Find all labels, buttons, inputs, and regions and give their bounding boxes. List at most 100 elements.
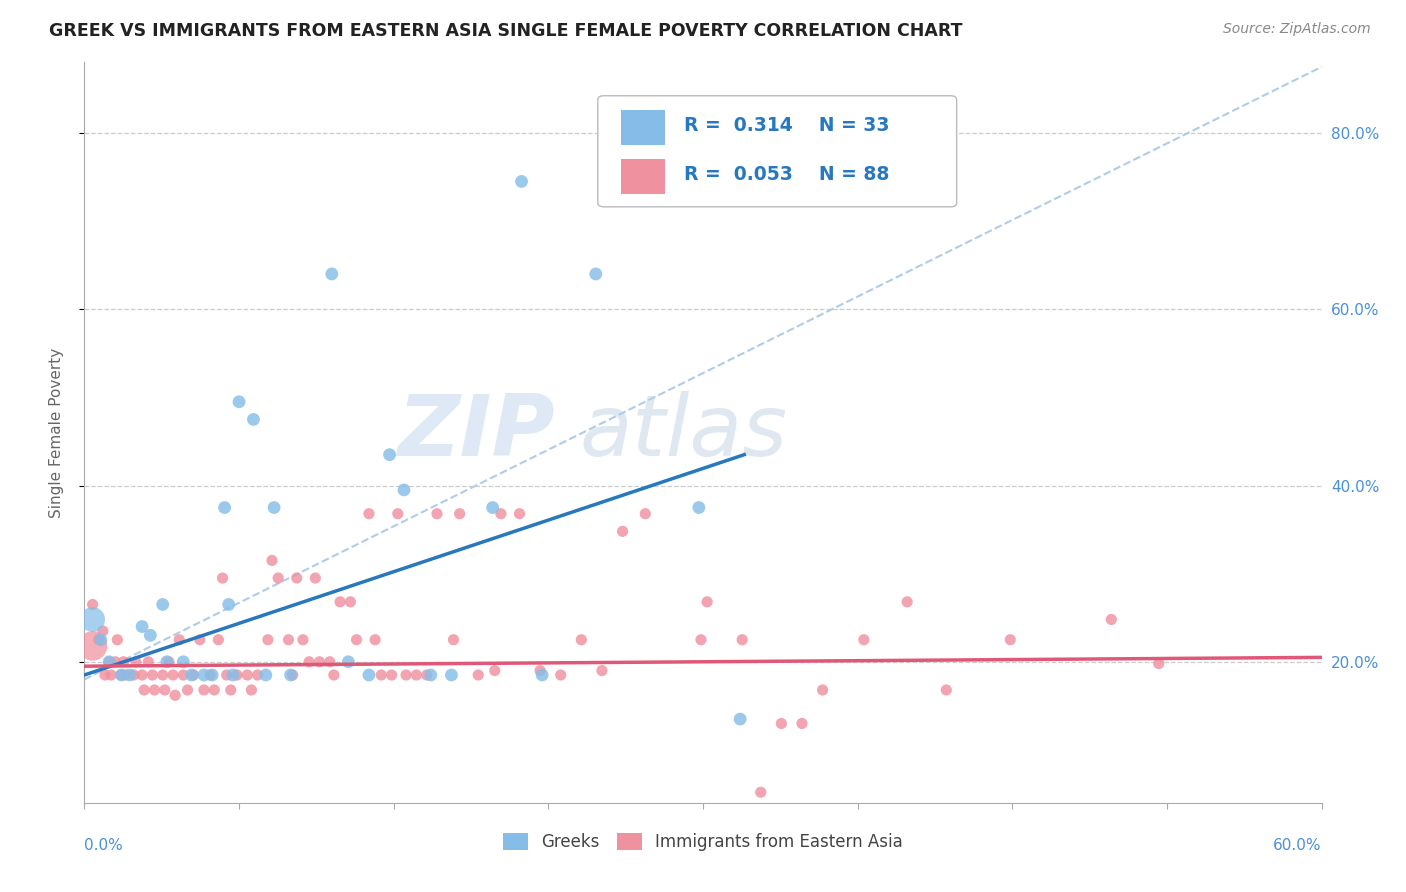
Point [731,632,754,647]
Point [415,668,437,682]
Point [105,632,128,647]
Point [156,655,179,669]
Point [257,632,280,647]
Point [125,655,148,669]
Point [228,394,250,409]
Point [322,668,344,682]
Point [790,716,813,731]
Point [118,668,141,682]
Point [378,448,401,462]
Point [214,500,236,515]
Point [634,507,657,521]
Point [395,668,418,682]
Point [82,598,104,612]
Text: ZIP: ZIP [396,391,554,475]
Point [222,668,245,682]
Point [339,595,361,609]
Point [419,668,441,682]
Point [176,683,198,698]
Point [98,655,121,669]
Point [277,632,299,647]
Point [896,595,918,609]
Text: 60.0%: 60.0% [1274,838,1322,853]
Point [94,668,117,682]
Point [260,553,283,567]
Text: Source: ZipAtlas.com: Source: ZipAtlas.com [1223,22,1371,37]
Point [510,174,533,188]
Point [112,655,135,669]
Point [236,668,259,682]
Point [131,668,153,682]
Point [172,668,194,682]
Legend: Greeks, Immigrants from Eastern Asia: Greeks, Immigrants from Eastern Asia [496,826,910,857]
Point [585,267,607,281]
Point [529,664,551,678]
Point [811,683,834,698]
Point [242,412,264,426]
Point [240,683,263,698]
Point [165,688,187,702]
Point [122,668,145,682]
FancyBboxPatch shape [621,110,665,145]
Point [87,632,110,647]
Point [91,624,114,638]
Point [267,571,290,585]
Point [201,668,224,682]
Point [467,668,489,682]
Point [226,668,249,682]
Point [357,507,380,521]
Point [198,668,221,682]
Point [364,632,387,647]
Point [180,668,202,682]
Point [172,655,194,669]
Y-axis label: Single Female Poverty: Single Female Poverty [49,348,63,517]
Point [935,683,957,698]
FancyBboxPatch shape [621,159,665,194]
Point [246,668,269,682]
Point [550,668,572,682]
Point [531,668,554,682]
Point [134,683,156,698]
Point [157,655,180,669]
Point [508,507,530,521]
Point [98,655,121,669]
Point [167,632,190,647]
Point [281,668,304,682]
Text: GREEK VS IMMIGRANTS FROM EASTERN ASIA SINGLE FEMALE POVERTY CORRELATION CHART: GREEK VS IMMIGRANTS FROM EASTERN ASIA SI… [49,22,963,40]
Point [298,655,321,669]
Point [852,632,875,647]
Text: R =  0.314    N = 33: R = 0.314 N = 33 [685,116,890,135]
Point [280,668,302,682]
Point [308,655,330,669]
Point [337,655,360,669]
Point [696,595,718,609]
Point [136,655,159,669]
Point [688,500,710,515]
Point [591,664,613,678]
Point [370,668,392,682]
Text: 0.0%: 0.0% [84,838,124,853]
Point [104,655,127,669]
Point [304,571,326,585]
Point [152,668,174,682]
Point [143,683,166,698]
Point [443,632,465,647]
Point [263,500,285,515]
Text: R =  0.053    N = 88: R = 0.053 N = 88 [685,166,890,185]
Point [193,668,215,682]
Text: atlas: atlas [579,391,787,475]
Point [484,664,506,678]
Point [183,668,205,682]
Point [82,639,104,653]
Point [141,668,163,682]
Point [254,668,277,682]
Point [152,598,174,612]
Point [387,507,409,521]
Point [381,668,404,682]
Point [215,668,238,682]
Point [426,507,449,521]
Point [110,668,132,682]
Point [392,483,415,497]
Point [489,507,512,521]
Point [114,668,136,682]
